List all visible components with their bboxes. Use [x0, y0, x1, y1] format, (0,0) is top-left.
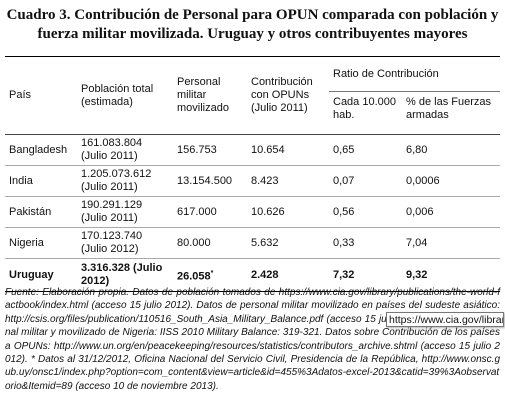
sub-header: Cada 10.000 hab.: [333, 96, 396, 121]
table-cell: 9,32: [402, 258, 501, 292]
header-cell: País: [5, 56, 77, 135]
cell-text: 0,33: [333, 236, 355, 249]
table-cell: 26.058*: [173, 258, 247, 292]
cell-text: 10.654: [251, 143, 285, 156]
table-row: India 1.205.073.612 (Julio 2011) 13.154.50…: [5, 165, 501, 197]
sub-header: % de las Fuerzas armadas: [406, 96, 491, 121]
table-row: Uruguay 3.316.328 (Julio 2012) 26.058* 2.42…: [5, 258, 501, 292]
table-cell: 13.154.500: [173, 165, 247, 197]
table-cell: 7,04: [402, 227, 501, 259]
cell-text: 0,07: [333, 174, 355, 187]
table-cell: 6,80: [402, 134, 501, 166]
cell-text: Pakistán: [9, 205, 52, 218]
cell-text: Bangladesh: [9, 143, 68, 156]
table-cell: 10.626: [247, 196, 329, 228]
cell-text: 170.123.740 (Julio 2012): [81, 230, 143, 255]
footnote: Fuente: Elaboración propia. Datos de pob…: [5, 287, 500, 392]
table-cell: 10.654: [247, 134, 329, 166]
cell-text: 7,04: [406, 236, 428, 249]
cell-text: India: [9, 174, 33, 187]
header-cell: Contribución con OPUNs (Julio 2011): [247, 56, 329, 135]
cell-text: 3.316.328 (Julio 2012): [81, 262, 163, 287]
cell-text: 26.058: [177, 270, 211, 283]
table-cell: 2.428: [247, 258, 329, 292]
table-cell: 170.123.740 (Julio 2012): [77, 227, 173, 259]
table-cell: 0,56: [329, 196, 402, 228]
cell-text: 10.626: [251, 205, 285, 218]
header-cell: Personal militar movilizado: [173, 56, 247, 135]
table-cell: 190.291.129 (Julio 2011): [77, 196, 173, 228]
table-cell: 8.423: [247, 165, 329, 197]
cell-text: 0,006: [406, 205, 434, 218]
table-cell: 161.083.804 (Julio 2011): [77, 134, 173, 166]
cell-text: 156.753: [177, 143, 217, 156]
group-header: Ratio de Contribución: [329, 56, 501, 92]
header-cell: Población total (estimada): [77, 56, 173, 135]
table-cell: 7,32: [329, 258, 402, 292]
cell-text: Nigeria: [9, 236, 44, 249]
cell-text: 8.423: [251, 174, 279, 187]
table-cell: 5.632: [247, 227, 329, 259]
title: Cuadro 3. Contribución de Personal para …: [6, 7, 499, 42]
table-cell: Nigeria: [5, 227, 77, 259]
table-cell: Pakistán: [5, 196, 77, 228]
cell-text: 7,32: [333, 268, 355, 281]
cell-text: 9,32: [406, 268, 428, 281]
cell-text: 80.000: [177, 236, 211, 249]
tooltip: https://www.cia.gov/library/p: [386, 312, 504, 327]
cell-text: 13.154.500: [177, 174, 233, 187]
table-cell: 0,65: [329, 134, 402, 166]
cell-text: Uruguay: [9, 268, 54, 281]
cell-text: 617.000: [177, 205, 217, 218]
table-cell: India: [5, 165, 77, 197]
cell-text: 6,80: [406, 143, 428, 156]
table-cell: 0,33: [329, 227, 402, 259]
table-row: Nigeria 170.123.740 (Julio 2012) 80.000 5.6…: [5, 227, 501, 259]
table-cell: 617.000: [173, 196, 247, 228]
table-body: Bangladesh 161.083.804 (Julio 2011) 156.75…: [5, 134, 501, 292]
cell-text: 0,0006: [406, 174, 440, 187]
cell-text: 1.205.073.612 (Julio 2011): [81, 168, 152, 193]
table-cell: 156.753: [173, 134, 247, 166]
table-cell: 3.316.328 (Julio 2012): [77, 258, 173, 292]
table-cell: 0,0006: [402, 165, 501, 197]
table-cell: 80.000: [173, 227, 247, 259]
table-cell: Uruguay: [5, 258, 77, 292]
table-row: Pakistán 190.291.129 (Julio 2011) 617.000 1…: [5, 196, 501, 228]
data-table: País Población total (estimada) Personal…: [5, 56, 501, 292]
cell-text: 161.083.804 (Julio 2011): [81, 137, 143, 162]
cell-text: 190.291.129 (Julio 2011): [81, 199, 143, 224]
cell-text: 0,65: [333, 143, 355, 156]
table-cell: 0,07: [329, 165, 402, 197]
table-row: Bangladesh 161.083.804 (Julio 2011) 156.75…: [5, 134, 501, 166]
table-cell: Bangladesh: [5, 134, 77, 166]
cell-text: 0,56: [333, 205, 355, 218]
footnote-marker: *: [210, 269, 214, 277]
table-cell: 0,006: [402, 196, 501, 228]
table-cell: 1.205.073.612 (Julio 2011): [77, 165, 173, 197]
cell-text: 2.428: [251, 268, 279, 281]
cell-text: 5.632: [251, 236, 279, 249]
